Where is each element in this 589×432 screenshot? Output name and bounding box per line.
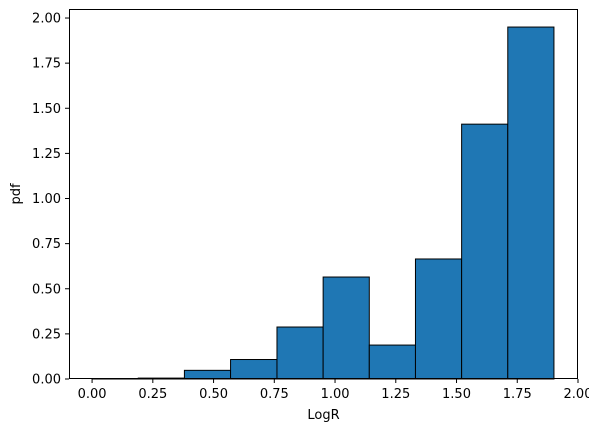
- x-tick-label: 0.25: [138, 387, 167, 402]
- histogram-bar: [276, 326, 324, 380]
- x-tick-label: 0.50: [199, 387, 228, 402]
- y-tick-label: 2.00: [32, 12, 61, 27]
- x-tick-label: 2.00: [564, 387, 589, 402]
- histogram-bars: [91, 26, 555, 380]
- y-tick-label: 0.00: [32, 373, 61, 388]
- plot-area-frame: [69, 9, 578, 379]
- histogram-bar: [322, 276, 370, 380]
- x-tick-label: 1.00: [321, 387, 350, 402]
- histogram-bar: [183, 369, 232, 380]
- y-tick-label: 0.75: [32, 237, 61, 252]
- y-tick-label: 1.25: [32, 147, 61, 162]
- x-axis-ticks: 0.00 0.25 0.50 0.75 1.00 1.25 1.50 1.75 2.00: [78, 379, 589, 402]
- histogram-bar: [230, 359, 278, 380]
- x-tick-label: 0.00: [78, 387, 107, 402]
- x-tick-label: 1.75: [503, 387, 532, 402]
- y-tick-label: 1.50: [32, 102, 61, 117]
- y-tick-label: 1.75: [32, 57, 61, 72]
- x-tick-label: 1.50: [442, 387, 471, 402]
- histogram-bar: [414, 258, 463, 380]
- y-tick-label: 1.00: [32, 192, 61, 207]
- y-axis-ticks: 0.00 0.25 0.50 0.75 1.00 1.25 1.50 1.75 2.00: [32, 12, 69, 388]
- y-axis-label: pdf: [9, 183, 24, 205]
- x-tick-label: 1.25: [381, 387, 410, 402]
- x-axis-label: LogR: [307, 408, 339, 423]
- y-tick-label: 0.50: [32, 282, 61, 297]
- histogram-bar: [368, 344, 416, 380]
- y-tick-label: 0.25: [32, 327, 61, 342]
- histogram-bar: [507, 26, 555, 380]
- histogram-bar: [461, 123, 509, 380]
- x-tick-label: 0.75: [260, 387, 289, 402]
